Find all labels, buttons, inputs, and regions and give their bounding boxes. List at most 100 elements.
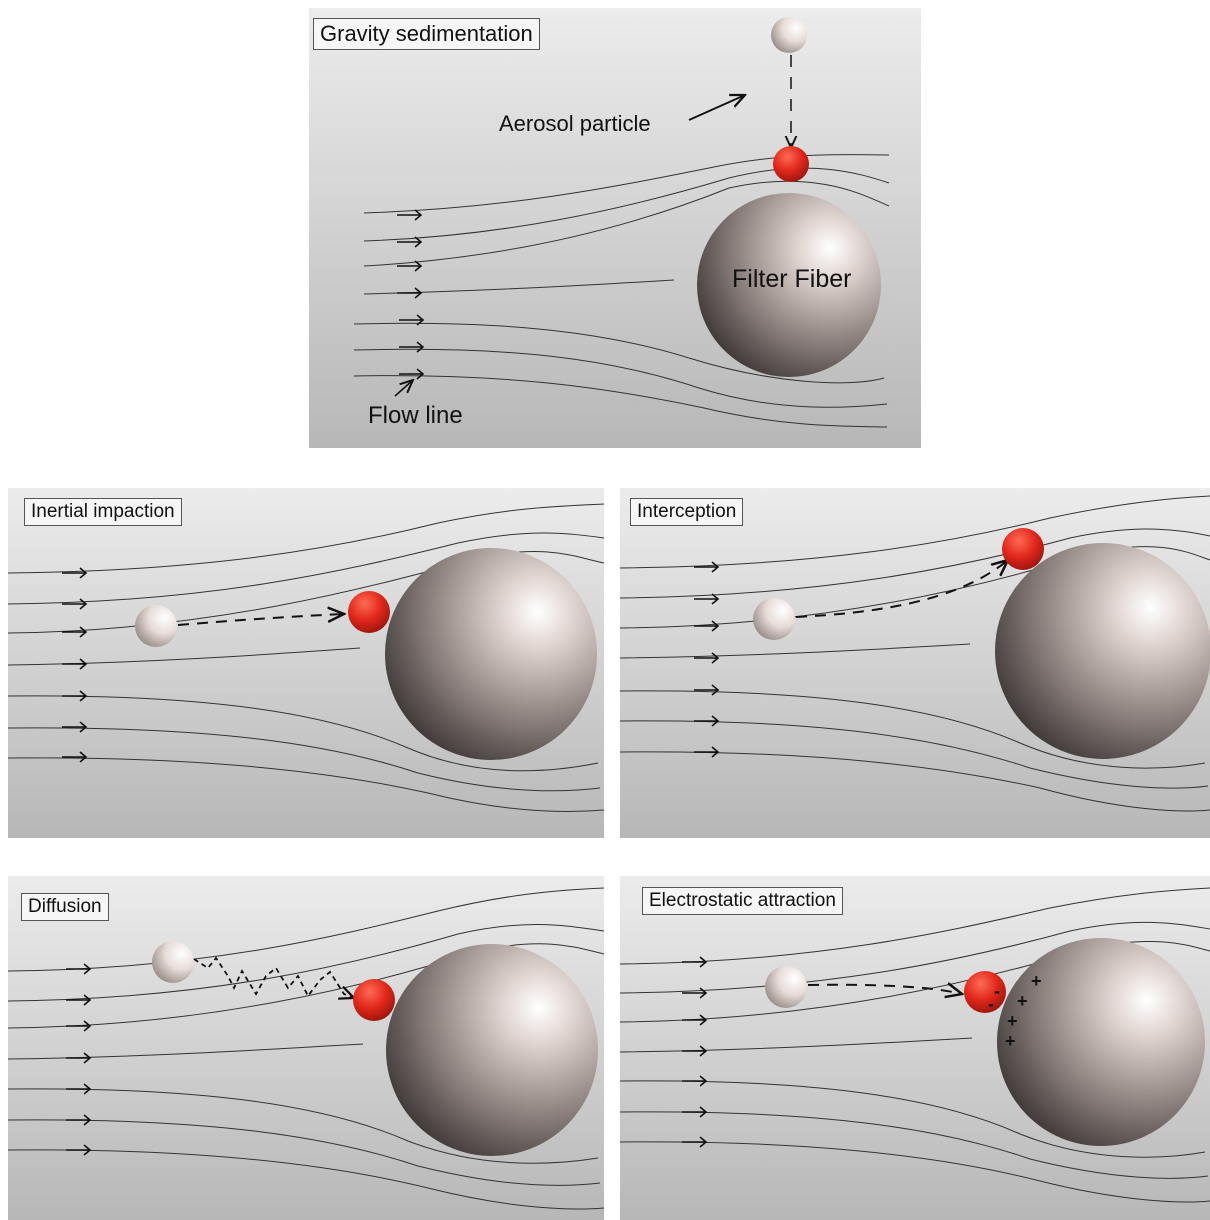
flow-line — [8, 503, 604, 574]
flow-arrows — [694, 561, 720, 758]
flow-arrow-icon — [62, 721, 88, 733]
flow-arrow-icon — [682, 1075, 708, 1087]
aerosol-particle-sphere — [135, 605, 177, 647]
flow-line — [620, 1080, 1206, 1158]
flow-arrow-icon — [694, 620, 720, 632]
panel-title: Inertial impaction — [24, 498, 182, 526]
flow-arrow-icon — [682, 1014, 708, 1026]
flow-arrow-icon — [682, 1136, 708, 1148]
interception-diagram — [620, 488, 1210, 838]
aerosol-particle-label: Aerosol particle — [499, 111, 651, 136]
negative-charge: - — [988, 994, 994, 1014]
flow-arrow-icon — [694, 684, 720, 696]
flow-arrows — [397, 209, 425, 380]
positive-charge: + — [1031, 971, 1042, 991]
panel-title: Interception — [630, 498, 744, 526]
flow-line — [353, 375, 888, 428]
flow-line — [8, 1149, 604, 1210]
captured-particle-sphere — [1002, 528, 1044, 570]
negative-charge: - — [994, 981, 1000, 1001]
flow-line — [620, 690, 1206, 769]
flow-arrow-icon — [694, 652, 720, 664]
panel-title: Gravity sedimentation — [313, 18, 540, 50]
flow-line — [620, 940, 1210, 1023]
flow-arrow-icon — [399, 314, 425, 326]
aerosol-particle-sphere — [753, 598, 795, 640]
flow-line — [363, 167, 890, 242]
flow-arrow-icon — [682, 1045, 708, 1057]
flow-arrow-icon — [397, 236, 423, 248]
flow-arrow-icon — [66, 1114, 92, 1126]
filter-fiber-sphere — [385, 548, 597, 760]
panel-title: Diffusion — [21, 893, 109, 921]
captured-particle-sphere — [348, 591, 390, 633]
filter-fiber-sphere — [386, 944, 598, 1156]
flow-line — [8, 757, 604, 812]
flow-arrow-icon — [62, 690, 88, 702]
filter-fiber-label: Filter Fiber — [732, 265, 852, 293]
flow-arrow-icon — [682, 1106, 708, 1118]
flow-arrow-icon — [66, 1052, 92, 1064]
flow-arrow-icon — [62, 567, 88, 579]
flow-line — [8, 943, 604, 1029]
brownian-trajectory — [193, 956, 354, 998]
aerosol-label-arrow — [688, 95, 745, 121]
flow-arrow-icon — [66, 963, 92, 975]
panel-electrostatic-attraction: Electrostatic attraction - - + + + + — [620, 876, 1210, 1220]
flow-line — [363, 154, 890, 214]
captured-particle-sphere — [353, 979, 395, 1021]
flow-label-arrow — [394, 380, 413, 397]
flow-arrow-icon — [694, 746, 720, 758]
filter-fiber-sphere — [995, 543, 1210, 759]
panel-title: Electrostatic attraction — [642, 887, 843, 915]
flow-arrow-icon — [694, 593, 720, 605]
flow-line — [620, 720, 1209, 789]
aerosol-particle-sphere — [765, 966, 807, 1008]
flow-line — [620, 643, 971, 659]
flow-arrows — [66, 963, 92, 1156]
flow-arrow-icon — [694, 561, 720, 573]
positive-charge: + — [1005, 1031, 1016, 1051]
electrostatic-diagram — [620, 876, 1210, 1220]
flow-arrows — [62, 567, 88, 763]
positive-charge: + — [1017, 991, 1028, 1011]
flow-line — [8, 924, 604, 1002]
flow-arrow-icon — [66, 1020, 92, 1032]
flow-arrows — [682, 956, 708, 1148]
captured-particle-sphere — [964, 971, 1006, 1013]
flow-lines — [620, 495, 1210, 812]
flow-arrow-icon — [62, 598, 88, 610]
flow-line — [620, 1111, 1209, 1179]
flow-line — [353, 348, 888, 408]
captured-particle-sphere — [773, 146, 809, 182]
inertial-diagram — [8, 488, 604, 838]
particle-trajectory — [177, 614, 344, 626]
flow-line — [620, 1141, 1210, 1203]
flow-line — [8, 695, 599, 772]
panel-gravity-sedimentation: Gravity sedimentation Aerosol particle F… — [309, 8, 921, 448]
flow-arrow-icon — [399, 341, 425, 353]
filter-fiber-sphere — [697, 193, 881, 377]
gravity-diagram — [309, 8, 921, 448]
flow-line — [8, 727, 601, 792]
particle-trajectory — [807, 985, 962, 994]
flow-arrow-icon — [66, 1144, 92, 1156]
flow-arrow-icon — [682, 956, 708, 968]
aerosol-particle-sphere — [771, 17, 807, 53]
flow-line — [620, 1037, 973, 1053]
flow-line — [620, 751, 1210, 812]
flow-line — [363, 180, 890, 267]
flow-arrow-icon — [397, 287, 423, 299]
flow-arrow-icon — [397, 209, 423, 221]
diffusion-diagram — [8, 876, 604, 1220]
flow-line — [620, 921, 1210, 994]
flow-arrow-icon — [399, 368, 425, 380]
flow-arrow-icon — [62, 751, 88, 763]
panel-inertial-impaction: Inertial impaction — [8, 488, 604, 838]
flow-line — [8, 532, 604, 605]
particle-trajectory — [795, 560, 1008, 618]
flow-arrow-icon — [682, 987, 708, 999]
aerosol-particle-sphere — [152, 941, 194, 983]
flow-line — [620, 495, 1210, 569]
flow-line — [8, 1088, 599, 1164]
